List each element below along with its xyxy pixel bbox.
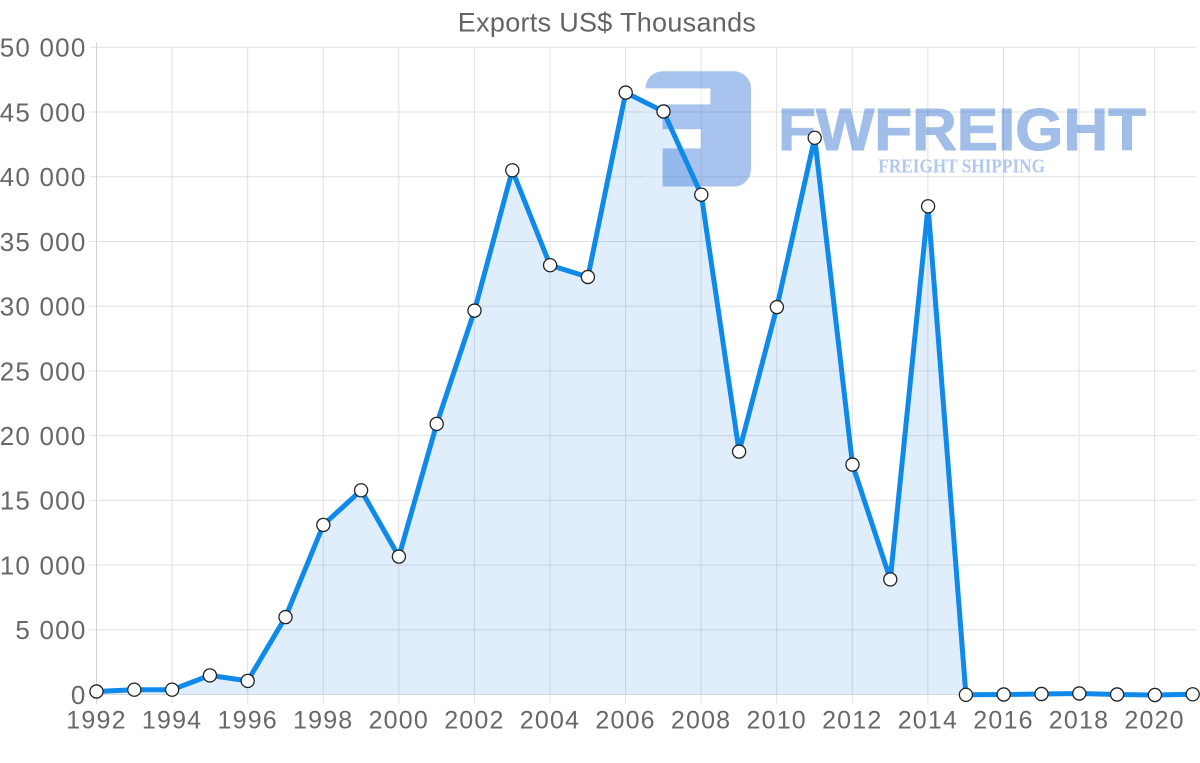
svg-text:2012: 2012 (822, 707, 882, 735)
svg-text:25 000: 25 000 (0, 356, 87, 386)
svg-text:15 000: 15 000 (0, 486, 87, 516)
svg-text:2008: 2008 (671, 707, 731, 735)
svg-text:1998: 1998 (293, 707, 353, 735)
svg-text:10 000: 10 000 (0, 551, 87, 581)
svg-text:2016: 2016 (973, 707, 1033, 735)
svg-text:FWFREIGHT: FWFREIGHT (778, 97, 1146, 163)
svg-text:50 000: 50 000 (0, 33, 87, 63)
svg-text:2000: 2000 (369, 707, 429, 735)
svg-text:2010: 2010 (746, 707, 806, 735)
svg-text:40 000: 40 000 (0, 162, 87, 192)
svg-text:2006: 2006 (595, 707, 655, 735)
svg-text:30 000: 30 000 (0, 292, 87, 322)
svg-text:35 000: 35 000 (0, 227, 87, 257)
svg-text:2020: 2020 (1124, 707, 1184, 735)
svg-text:2018: 2018 (1049, 707, 1109, 735)
svg-text:1992: 1992 (66, 707, 126, 735)
svg-text:1994: 1994 (142, 707, 202, 735)
svg-text:1996: 1996 (217, 707, 277, 735)
svg-text:45 000: 45 000 (0, 97, 87, 127)
svg-text:Exports US$ Thousands: Exports US$ Thousands (458, 8, 756, 38)
svg-text:20 000: 20 000 (0, 421, 87, 451)
svg-text:2002: 2002 (444, 707, 504, 735)
svg-text:2004: 2004 (520, 707, 580, 735)
svg-text:5 000: 5 000 (15, 615, 86, 645)
svg-text:2014: 2014 (898, 707, 958, 735)
svg-text:FREIGHT SHIPPING: FREIGHT SHIPPING (878, 155, 1045, 177)
svg-text:0: 0 (71, 680, 87, 710)
